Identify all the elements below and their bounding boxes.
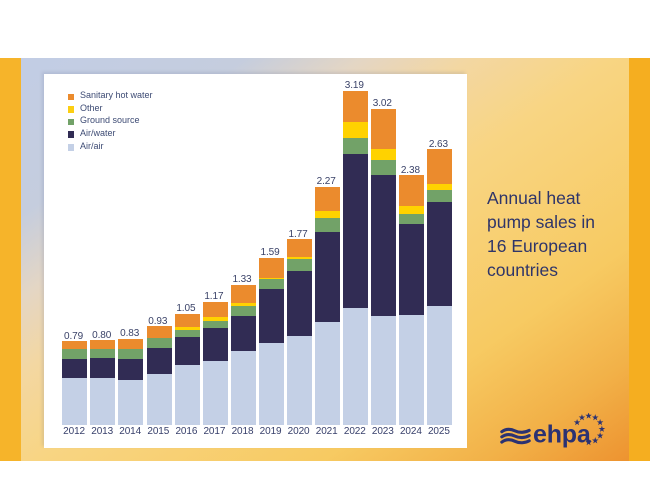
svg-text:ehpa: ehpa (533, 421, 592, 449)
